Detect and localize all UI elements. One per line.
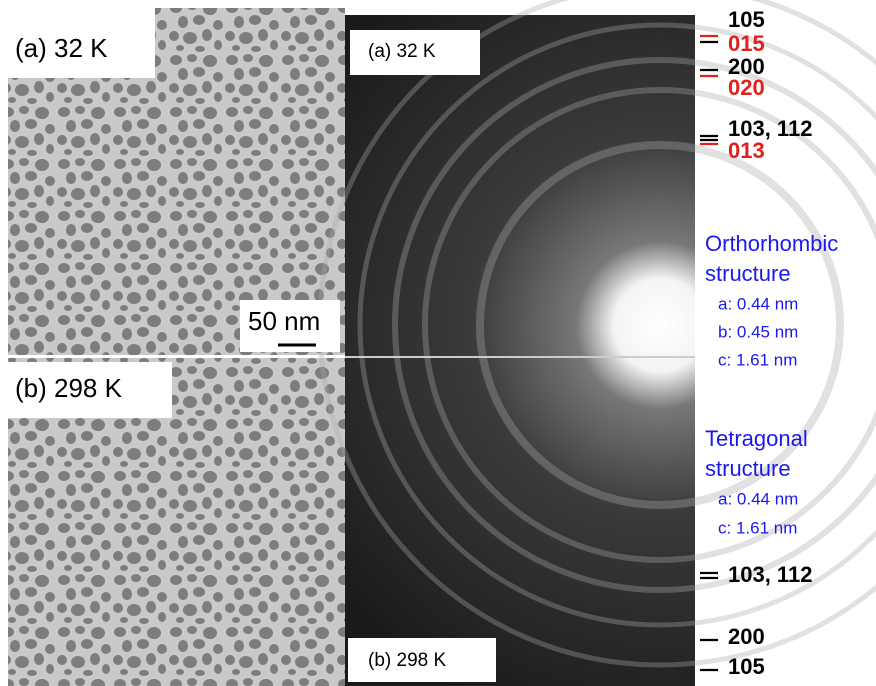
index-label: 200 bbox=[728, 624, 765, 649]
panel-label: (b) 298 K bbox=[15, 373, 123, 403]
panel-label: (b) 298 K bbox=[368, 650, 446, 671]
lattice-param: c: 1.61 nm bbox=[718, 518, 797, 537]
index-label: 013 bbox=[728, 138, 765, 163]
index-label: 015 bbox=[728, 31, 765, 56]
panel-label: (a) 32 K bbox=[15, 33, 108, 63]
scale-bar-label: 50 nm bbox=[248, 306, 320, 336]
structure-title: structure bbox=[705, 261, 791, 286]
lattice-param: c: 1.61 nm bbox=[718, 350, 797, 369]
panel-label: (a) 32 K bbox=[368, 41, 436, 62]
structure-title: Orthorhombic bbox=[705, 231, 838, 256]
page: {"tem_panels": [{"label": "(a) 32 K"}, {… bbox=[0, 0, 876, 686]
figure: (a) 32 K (b) 298 K 50 nm (a) 32 K (b) 29… bbox=[0, 0, 876, 686]
lattice-param: a: 0.44 nm bbox=[718, 489, 798, 508]
structure-title: structure bbox=[705, 456, 791, 481]
structure-title: Tetragonal bbox=[705, 426, 808, 451]
index-label: 103, 112 bbox=[728, 562, 812, 587]
lattice-param: b: 0.45 nm bbox=[718, 322, 798, 341]
index-label: 105 bbox=[728, 654, 765, 679]
lattice-param: a: 0.44 nm bbox=[718, 294, 798, 313]
index-label: 105 bbox=[728, 7, 765, 32]
index-label: 020 bbox=[728, 75, 765, 100]
index-markers bbox=[700, 36, 718, 670]
